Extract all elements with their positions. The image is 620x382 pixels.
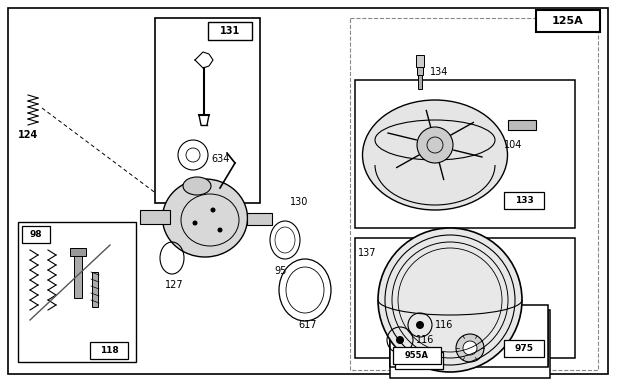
Bar — [390, 310, 550, 378]
Bar — [418, 75, 422, 89]
Bar — [74, 248, 82, 298]
Text: 124: 124 — [18, 130, 38, 140]
Circle shape — [218, 228, 223, 233]
Text: 127: 127 — [165, 280, 184, 290]
Ellipse shape — [162, 179, 247, 257]
Ellipse shape — [363, 100, 508, 210]
Bar — [247, 213, 272, 225]
Bar — [504, 340, 544, 357]
Circle shape — [416, 321, 424, 329]
Bar — [92, 272, 98, 307]
Text: eReplacementParts.com: eReplacementParts.com — [238, 209, 382, 222]
Text: 130: 130 — [290, 197, 308, 207]
Circle shape — [417, 127, 453, 163]
Text: 98: 98 — [30, 230, 42, 239]
Circle shape — [463, 341, 477, 355]
Text: 95: 95 — [275, 266, 287, 276]
Text: 975: 975 — [515, 344, 533, 353]
Text: 116: 116 — [435, 320, 453, 330]
Bar — [417, 67, 423, 75]
Bar — [393, 347, 441, 364]
Bar — [208, 22, 252, 40]
Bar — [390, 312, 548, 366]
Text: 131: 131 — [220, 26, 240, 36]
Bar — [140, 210, 170, 224]
Text: 634: 634 — [211, 154, 229, 164]
Bar — [395, 352, 443, 369]
Text: 134: 134 — [430, 67, 448, 77]
Text: 617: 617 — [299, 320, 317, 330]
Text: 104: 104 — [504, 140, 523, 150]
Bar — [416, 55, 424, 67]
Text: 118: 118 — [100, 346, 118, 355]
Bar — [390, 305, 548, 367]
Circle shape — [192, 220, 198, 225]
Text: 125A: 125A — [552, 16, 584, 26]
Text: 116: 116 — [416, 335, 435, 345]
Bar — [90, 342, 128, 359]
Text: 137: 137 — [358, 248, 376, 258]
Bar — [70, 248, 86, 256]
Circle shape — [378, 228, 522, 372]
Bar — [504, 192, 544, 209]
Bar — [22, 226, 50, 243]
Bar — [355, 80, 575, 228]
Bar — [18, 222, 136, 362]
Bar — [155, 18, 260, 203]
Bar — [536, 10, 600, 32]
Text: 133: 133 — [515, 196, 533, 205]
Bar — [508, 120, 536, 130]
Circle shape — [456, 334, 484, 362]
Circle shape — [396, 336, 404, 344]
Ellipse shape — [183, 177, 211, 195]
Circle shape — [211, 207, 216, 212]
Text: 955A: 955A — [407, 356, 431, 365]
Bar — [355, 238, 575, 358]
Text: 955A: 955A — [405, 351, 429, 360]
Bar — [350, 18, 598, 370]
